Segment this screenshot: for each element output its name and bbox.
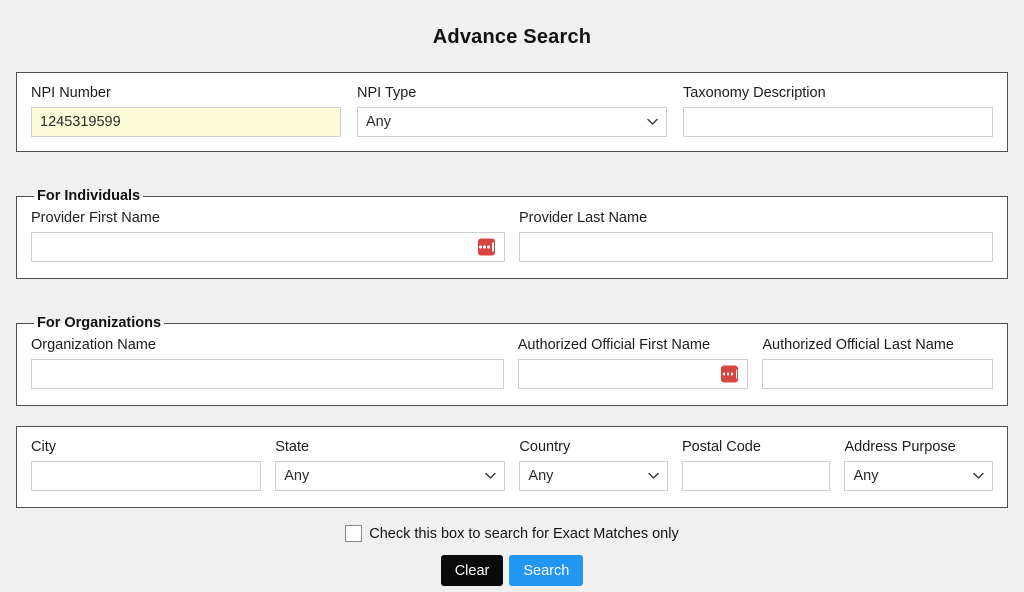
country-field-group: Country Any xyxy=(519,439,668,493)
npi-type-select[interactable]: Any xyxy=(357,107,667,137)
npi-section: NPI Number NPI Type Any Taxonomy Descrip… xyxy=(16,72,1008,152)
individuals-section: For Individuals Provider First Name Prov… xyxy=(16,188,1008,279)
organization-name-label: Organization Name xyxy=(31,337,156,353)
postal-code-field-group: Postal Code xyxy=(681,439,831,493)
organization-name-field-group: Organization Name xyxy=(31,337,504,389)
clear-button[interactable]: Clear xyxy=(440,555,504,586)
npi-number-input[interactable] xyxy=(31,107,341,137)
state-label: State xyxy=(275,439,310,455)
city-input[interactable] xyxy=(31,461,262,491)
exact-match-row: Check this box to search for Exact Match… xyxy=(16,525,1008,542)
city-label: City xyxy=(31,439,56,455)
provider-first-name-input[interactable] xyxy=(31,232,505,262)
organization-name-input[interactable] xyxy=(31,359,504,389)
organizations-section: For Organizations Organization Name Auth… xyxy=(16,315,1008,406)
postal-code-input[interactable] xyxy=(681,461,831,491)
taxonomy-description-label: Taxonomy Description xyxy=(683,85,826,101)
advance-search-form: NPI Number NPI Type Any Taxonomy Descrip… xyxy=(16,72,1008,586)
page-title: Advance Search xyxy=(432,26,592,48)
address-purpose-select[interactable]: Any xyxy=(844,461,993,491)
address-purpose-field-group: Address Purpose Any xyxy=(844,439,993,493)
country-label: Country xyxy=(519,439,571,455)
provider-last-name-label: Provider Last Name xyxy=(519,210,648,226)
individuals-legend: For Individuals xyxy=(37,188,141,204)
exact-match-checkbox[interactable] xyxy=(345,525,363,542)
npi-number-field-group: NPI Number xyxy=(31,85,341,137)
address-purpose-label: Address Purpose xyxy=(844,439,956,455)
city-field-group: City xyxy=(31,439,262,493)
provider-last-name-input[interactable] xyxy=(519,232,993,262)
npi-type-field-group: NPI Type Any xyxy=(357,85,667,137)
form-filler-icon[interactable] xyxy=(478,238,495,256)
taxonomy-description-field-group: Taxonomy Description xyxy=(683,85,993,137)
address-section: City State Any Country Any xyxy=(16,426,1008,508)
npi-number-label: NPI Number xyxy=(31,85,111,101)
npi-type-label: NPI Type xyxy=(357,85,417,101)
authorized-official-first-name-input[interactable] xyxy=(517,359,749,389)
authorized-official-first-name-label: Authorized Official First Name xyxy=(517,337,711,353)
exact-match-label[interactable]: Check this box to search for Exact Match… xyxy=(369,525,679,542)
form-filler-icon[interactable] xyxy=(721,365,739,383)
actions-row: Clear Search xyxy=(16,555,1008,586)
provider-first-name-label: Provider First Name xyxy=(31,210,160,226)
search-button[interactable]: Search xyxy=(509,555,584,586)
country-select[interactable]: Any xyxy=(519,461,668,491)
provider-first-name-field-group: Provider First Name xyxy=(31,210,505,262)
organizations-legend: For Organizations xyxy=(37,315,162,331)
authorized-official-last-name-label: Authorized Official Last Name xyxy=(762,337,954,353)
state-select[interactable]: Any xyxy=(275,461,506,491)
taxonomy-description-input[interactable] xyxy=(683,107,993,137)
provider-last-name-field-group: Provider Last Name xyxy=(519,210,993,262)
authorized-official-first-name-field-group: Authorized Official First Name xyxy=(517,337,749,389)
state-field-group: State Any xyxy=(275,439,506,493)
authorized-official-last-name-input[interactable] xyxy=(762,359,993,389)
authorized-official-last-name-field-group: Authorized Official Last Name xyxy=(762,337,993,389)
postal-code-label: Postal Code xyxy=(681,439,761,455)
